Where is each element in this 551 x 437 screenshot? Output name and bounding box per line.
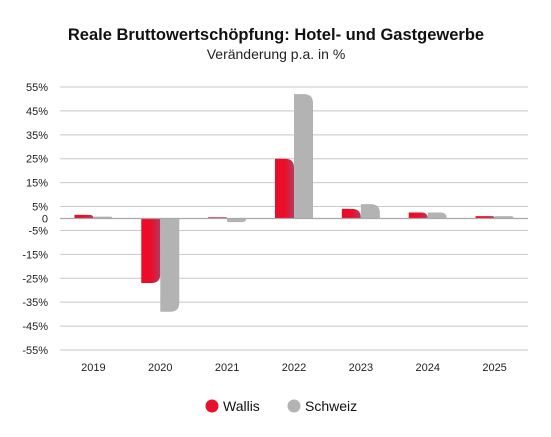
chart-subtitle: Veränderung p.a. in % — [207, 46, 346, 62]
chart-title: Reale Bruttowertschöpfung: Hotel- und Ga… — [68, 26, 484, 44]
y-tick-label: -35% — [22, 297, 48, 309]
y-tick-label: 5% — [32, 202, 48, 214]
y-tick-label: -5% — [28, 225, 48, 237]
bar-schweiz — [360, 204, 380, 219]
bars — [74, 94, 514, 312]
y-tick-label: 35% — [26, 130, 48, 142]
bar-wallis — [74, 214, 94, 219]
bar-wallis — [341, 208, 361, 219]
y-tick-label: 0 — [42, 214, 48, 226]
y-tick-label: 55% — [26, 82, 48, 94]
y-tick-label: -55% — [22, 345, 48, 357]
y-tick-label: 45% — [26, 106, 48, 118]
bar-schweiz — [227, 218, 247, 223]
y-tick-label: -15% — [22, 249, 48, 261]
bar-wallis — [408, 212, 428, 219]
legend-marker-schweiz — [287, 399, 301, 413]
x-tick-label: 2024 — [415, 362, 439, 374]
legend-label-wallis: Wallis — [223, 398, 260, 414]
legend-marker-wallis — [205, 399, 219, 413]
bar-wallis — [275, 158, 294, 219]
y-tick-label: 15% — [26, 178, 48, 190]
bar-wallis — [141, 218, 161, 284]
y-tick-label: 25% — [26, 154, 48, 166]
x-tick-label: 2021 — [215, 362, 239, 374]
legend-label-schweiz: Schweiz — [305, 398, 357, 414]
legend: Wallis Schweiz — [205, 398, 357, 414]
x-axis-tick-labels: 2019 2020 2021 2022 2023 2024 2025 — [81, 362, 507, 374]
x-tick-label: 2019 — [81, 362, 105, 374]
x-tick-label: 2023 — [349, 362, 373, 374]
bar-schweiz — [160, 218, 180, 312]
y-axis-tick-labels: 55% 45% 35% 25% 15% 5%0-5% -15% -25% -35% -45% -55… — [22, 82, 48, 357]
x-tick-label: 2022 — [282, 362, 306, 374]
bar-schweiz — [427, 212, 447, 219]
x-tick-label: 2020 — [148, 362, 172, 374]
x-tick-label: 2025 — [482, 362, 506, 374]
y-tick-label: -25% — [22, 273, 48, 285]
y-tick-label: -45% — [22, 321, 48, 333]
bar-schweiz — [294, 94, 313, 219]
